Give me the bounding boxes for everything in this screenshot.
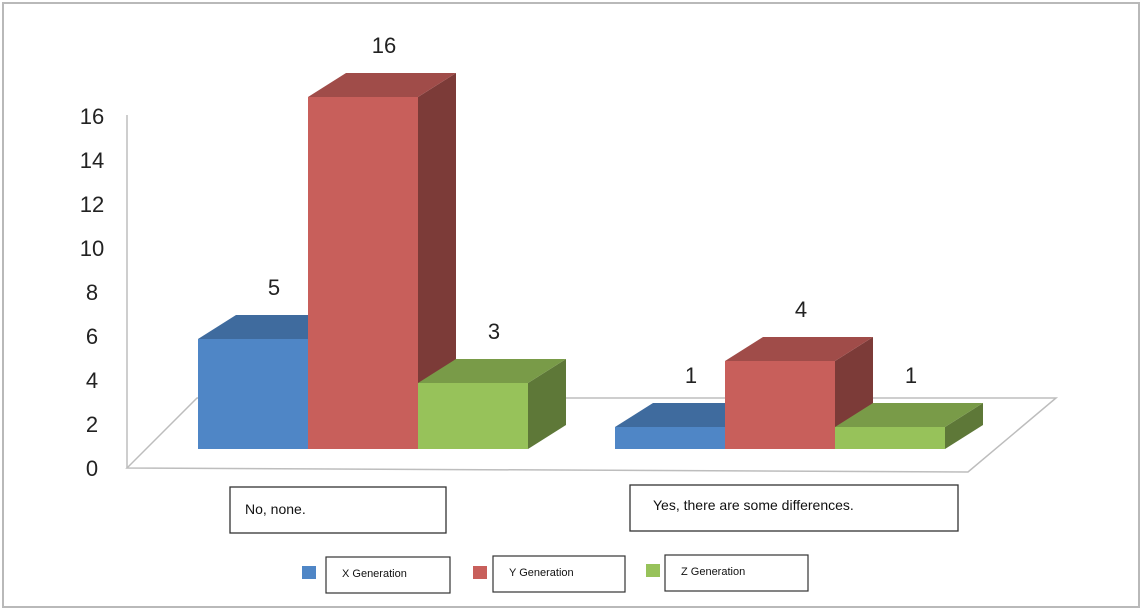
y-tick-label: 12 bbox=[80, 192, 104, 217]
category-label-1: No, none. bbox=[229, 486, 447, 534]
data-label: 5 bbox=[268, 275, 280, 300]
y-tick-label: 4 bbox=[86, 368, 98, 393]
y-tick-label: 8 bbox=[86, 280, 98, 305]
data-label: 3 bbox=[488, 319, 500, 344]
bar-y-generation-1 bbox=[308, 73, 456, 449]
legend-label: Z Generation bbox=[681, 566, 745, 578]
legend-label: Y Generation bbox=[509, 567, 574, 579]
data-label: 4 bbox=[795, 297, 807, 322]
legend-swatch bbox=[646, 564, 660, 577]
legend-label: X Generation bbox=[342, 568, 407, 580]
category-label-2: Yes, there are some differences. bbox=[629, 484, 959, 532]
svg-text:No, none.: No, none. bbox=[245, 501, 306, 517]
bar-z-generation-1 bbox=[418, 359, 566, 449]
legend-swatch bbox=[473, 566, 487, 579]
y-tick-label: 6 bbox=[86, 324, 98, 349]
legend-item-x-generation: X Generation bbox=[302, 556, 451, 594]
svg-text:Yes, there are some difference: Yes, there are some differences. bbox=[653, 497, 854, 513]
data-label: 1 bbox=[905, 363, 917, 388]
bar-z-generation-2 bbox=[835, 403, 983, 449]
chart-floor bbox=[125, 397, 1059, 473]
legend-item-y-generation: Y Generation bbox=[473, 555, 626, 593]
y-tick-label: 10 bbox=[80, 236, 104, 261]
y-tick-label: 16 bbox=[80, 104, 104, 129]
legend-item-z-generation: Z Generation bbox=[646, 554, 809, 592]
y-tick-label: 14 bbox=[80, 148, 104, 173]
y-tick-label: 2 bbox=[86, 412, 98, 437]
y-tick-label: 0 bbox=[86, 456, 98, 481]
data-label: 1 bbox=[685, 363, 697, 388]
bar-y-generation-2 bbox=[725, 337, 873, 449]
legend-swatch bbox=[302, 566, 316, 579]
data-label: 16 bbox=[372, 33, 396, 58]
